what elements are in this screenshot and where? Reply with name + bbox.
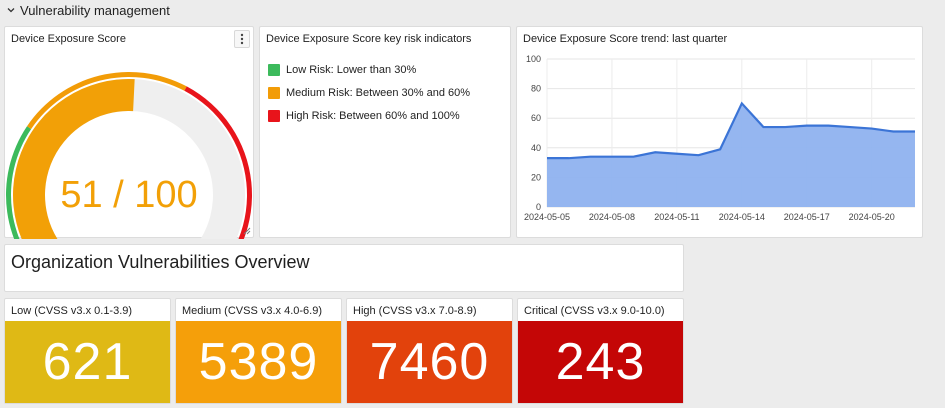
stat-label-medium: Medium (CVSS v3.x 4.0-6.9) — [182, 305, 322, 317]
more-vertical-icon[interactable] — [234, 30, 250, 48]
organization-overview-panel: Organization Vulnerabilities Overview — [4, 244, 684, 292]
threshold-low-arc — [6, 126, 32, 239]
stat-panel-high: High (CVSS v3.x 7.0-8.9) 7460 — [346, 298, 513, 404]
y-tick-label: 80 — [531, 84, 541, 94]
stat-label-critical: Critical (CVSS v3.x 9.0-10.0) — [524, 305, 665, 317]
legend-label: Low Risk: Lower than 30% — [286, 63, 417, 76]
risk-indicators-panel: Device Exposure Score key risk indicator… — [259, 26, 511, 238]
x-tick-label: 2024-05-05 — [524, 212, 570, 222]
trend-line — [547, 101, 915, 160]
y-tick-label: 100 — [526, 54, 541, 64]
stat-panel-low: Low (CVSS v3.x 0.1-3.9) 621 — [4, 298, 171, 404]
gauge-value-arc — [13, 79, 135, 239]
exposure-score-panel: Device Exposure Score 51 / 100 — [4, 26, 254, 239]
organization-overview-title: Organization Vulnerabilities Overview — [11, 252, 310, 272]
x-tick-label: 2024-05-17 — [784, 212, 830, 222]
exposure-trend-title: Device Exposure Score trend: last quarte… — [523, 33, 728, 45]
y-tick-label: 20 — [531, 172, 541, 182]
legend-item-high: High Risk: Between 60% and 100% — [268, 109, 470, 122]
y-tick-label: 60 — [531, 113, 541, 123]
stat-value-low: 621 — [5, 321, 170, 403]
x-tick-label: 2024-05-14 — [719, 212, 765, 222]
legend-item-low: Low Risk: Lower than 30% — [268, 63, 470, 76]
resize-handle-icon[interactable] — [243, 227, 251, 235]
stat-value-critical: 243 — [518, 321, 683, 403]
exposure-score-panel-title: Device Exposure Score — [11, 33, 126, 45]
exposure-gauge: 51 / 100 — [6, 72, 252, 239]
row-header-vulnerability-management[interactable]: Vulnerability management — [6, 0, 170, 20]
trend-area — [547, 103, 915, 207]
y-tick-label: 40 — [531, 143, 541, 153]
exposure-trend-chart: 0 20 40 60 80 100 2024-05-05 2024-05-08 2024-05-… — [524, 54, 916, 222]
chevron-down-icon[interactable] — [6, 5, 16, 15]
stat-value-high: 7460 — [347, 321, 512, 403]
medium-risk-swatch — [268, 86, 280, 99]
exposure-score-value: 51 / 100 — [60, 174, 197, 216]
stat-label-high: High (CVSS v3.x 7.0-8.9) — [353, 305, 477, 317]
x-tick-label: 2024-05-11 — [654, 212, 699, 222]
legend-label: High Risk: Between 60% and 100% — [286, 109, 460, 122]
y-tick-label: 0 — [536, 202, 541, 212]
x-tick-label: 2024-05-08 — [589, 212, 635, 222]
threshold-high-arc — [184, 86, 252, 239]
legend-item-medium: Medium Risk: Between 30% and 60% — [268, 86, 470, 99]
stat-panel-medium: Medium (CVSS v3.x 4.0-6.9) 5389 — [175, 298, 342, 404]
exposure-trend-panel: Device Exposure Score trend: last quarte… — [516, 26, 923, 238]
risk-legend: Low Risk: Lower than 30% Medium Risk: Be… — [268, 63, 470, 132]
x-tick-label: 2024-05-20 — [849, 212, 895, 222]
high-risk-swatch — [268, 109, 280, 122]
stat-label-low: Low (CVSS v3.x 0.1-3.9) — [11, 305, 133, 317]
stat-panel-critical: Critical (CVSS v3.x 9.0-10.0) 243 — [517, 298, 684, 404]
legend-label: Medium Risk: Between 30% and 60% — [286, 86, 471, 99]
risk-indicators-title: Device Exposure Score key risk indicator… — [266, 33, 472, 45]
stat-value-medium: 5389 — [176, 321, 341, 403]
row-title: Vulnerability management — [20, 2, 170, 18]
low-risk-swatch — [268, 63, 280, 76]
